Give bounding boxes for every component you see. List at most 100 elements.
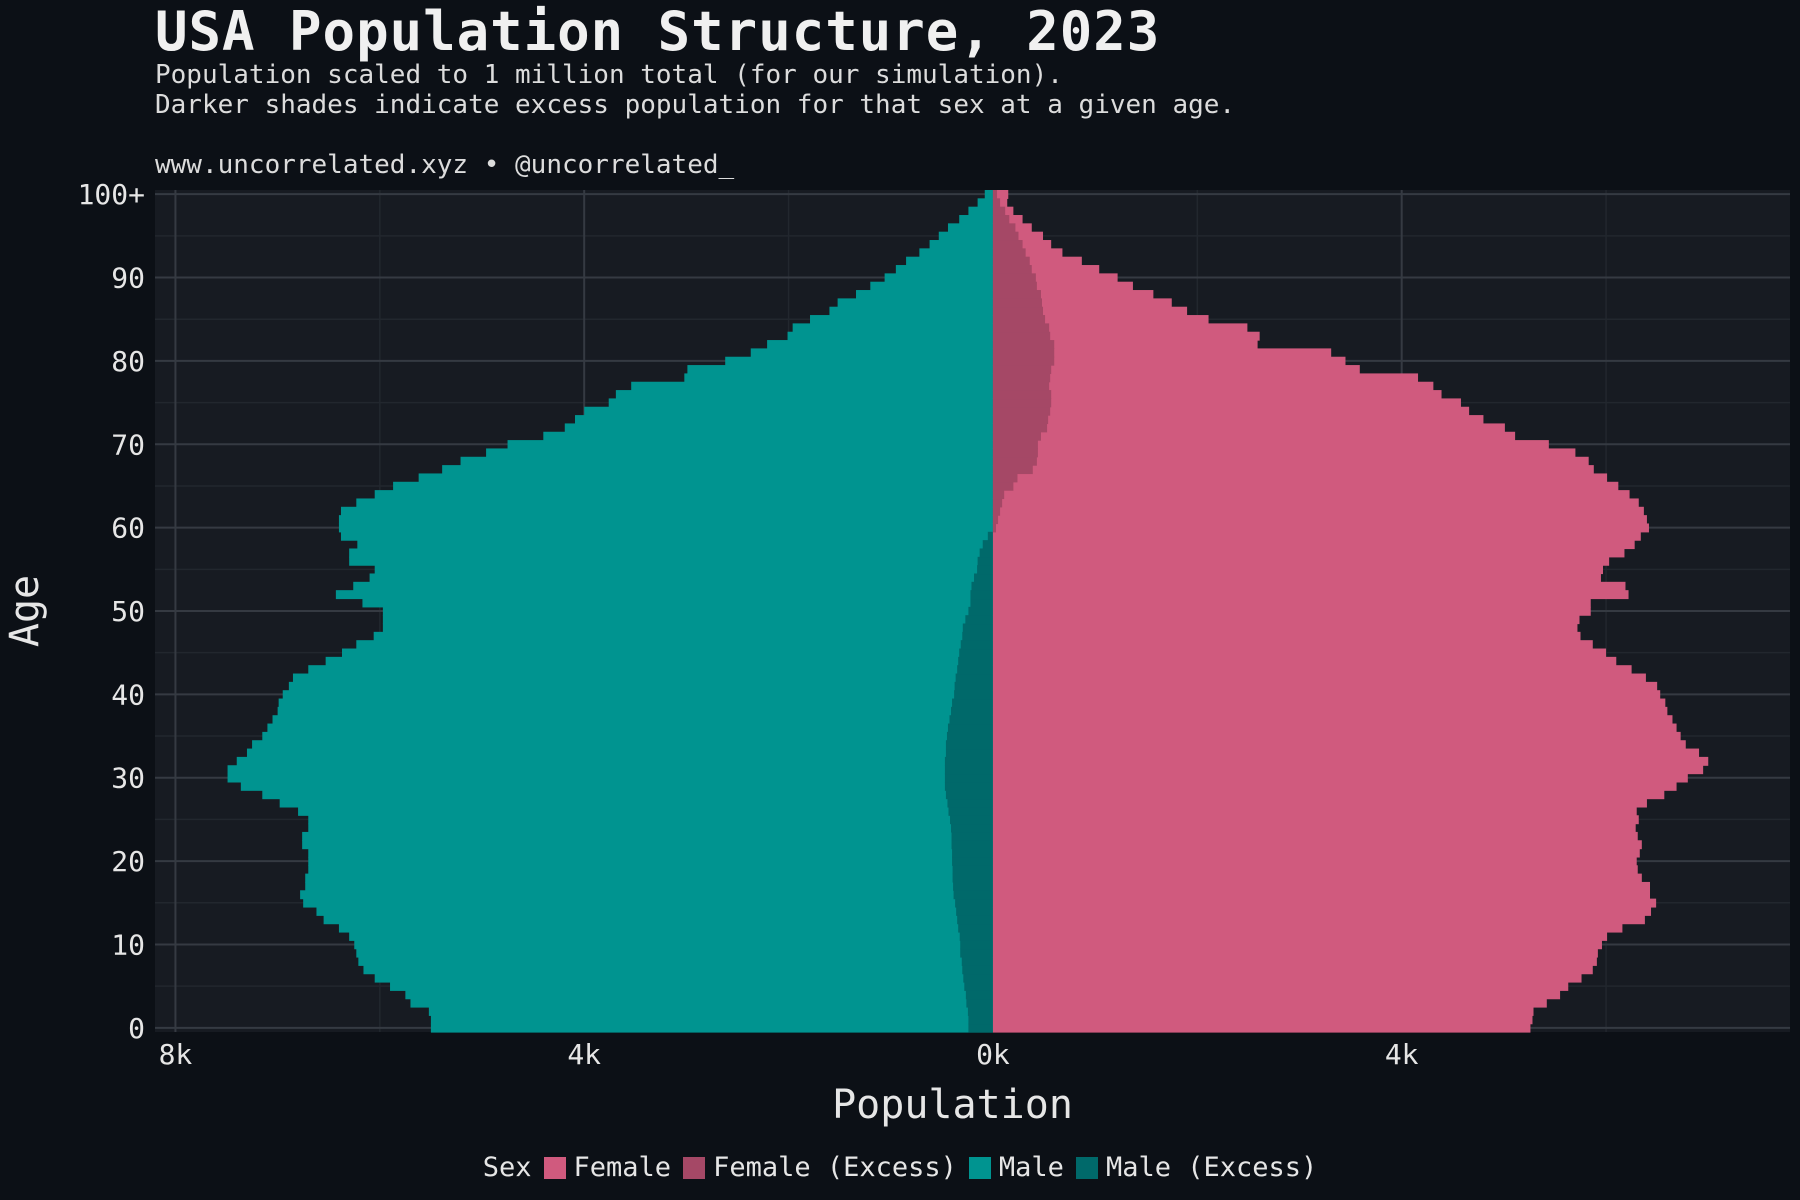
bar-female-excess-age-77 <box>992 381 1050 391</box>
bar-male-age-31 <box>227 765 993 775</box>
bar-male-age-44 <box>325 656 993 666</box>
bar-female-age-14 <box>992 906 1652 916</box>
bar-female-excess-age-80 <box>992 356 1055 366</box>
bar-female-age-54 <box>992 573 1601 583</box>
bar-female-age-88 <box>992 290 1154 299</box>
bar-female-excess-age-84 <box>992 323 1050 333</box>
bar-male-excess-age-8 <box>961 956 993 966</box>
bar-female-excess-age-97 <box>992 215 1010 224</box>
bar-male-excess-age-22 <box>951 840 993 850</box>
bar-female-age-67 <box>992 465 1594 475</box>
bar-female-age-58 <box>992 540 1635 550</box>
bar-female-excess-age-64 <box>992 490 1005 500</box>
bar-male-age-2 <box>428 1006 993 1016</box>
axis-labels: 8k 4k 0k 4k 0 10 20 30 40 50 60 70 80 90 100+ <box>78 178 1419 1071</box>
bar-male-age-73 <box>574 415 993 425</box>
bar-male-age-10 <box>354 940 993 950</box>
legend-title: Sex <box>482 1152 532 1183</box>
bar-male-age-79 <box>687 365 993 375</box>
bar-female-age-72 <box>992 423 1505 433</box>
bar-male-age-42 <box>292 673 993 683</box>
bar-male-age-48 <box>382 623 993 633</box>
chart-subtitle-line2: Darker shades indicate excess population… <box>155 90 1236 120</box>
bar-female-age-41 <box>992 681 1658 691</box>
bar-female-age-33 <box>992 748 1700 758</box>
bar-female-excess-age-91 <box>992 265 1032 274</box>
bar-female-excess-age-69 <box>992 448 1038 458</box>
x-tick-label: 4k <box>567 1038 601 1071</box>
bar-female-age-3 <box>992 998 1547 1008</box>
bar-female-age-18 <box>992 873 1642 883</box>
bar-male-age-1 <box>430 1015 993 1025</box>
bar-female-age-48 <box>992 623 1578 633</box>
bar-female-excess-age-92 <box>992 256 1030 266</box>
bar-male-age-63 <box>356 498 993 508</box>
bar-female-age-76 <box>992 390 1442 400</box>
bar-male-age-72 <box>564 423 993 433</box>
bar-male-age-35 <box>262 731 993 741</box>
bar-male-age-33 <box>246 748 993 758</box>
bar-male-excess-age-50 <box>968 606 993 616</box>
bar-male-age-71 <box>543 431 993 441</box>
bar-female-excess-age-61 <box>992 515 999 525</box>
bar-female-age-84 <box>992 323 1248 333</box>
bar-male-excess-age-43 <box>957 665 993 675</box>
bar-male-age-53 <box>353 581 993 591</box>
bar-female-excess-age-94 <box>992 240 1023 249</box>
bar-male-age-94 <box>929 240 993 249</box>
bar-male-age-92 <box>906 256 993 266</box>
x-tick-label: 4k <box>1385 1038 1419 1071</box>
bar-female-excess-age-79 <box>992 365 1052 375</box>
y-tick-label: 50 <box>111 595 145 628</box>
bar-female-age-100 <box>992 190 1009 199</box>
bar-female-age-69 <box>992 448 1576 458</box>
bar-male-excess-age-52 <box>970 590 993 600</box>
bar-female-excess-age-87 <box>992 298 1042 308</box>
bar-female-age-0 <box>992 1023 1531 1033</box>
bar-female-excess-age-60 <box>992 523 997 533</box>
bar-male-age-8 <box>358 956 993 966</box>
bar-male-excess-age-38 <box>951 706 993 716</box>
bar-female-age-9 <box>992 948 1598 958</box>
bar-male-excess-age-57 <box>979 548 993 558</box>
bar-male-excess-age-58 <box>982 540 993 550</box>
bar-female-age-82 <box>992 340 1258 349</box>
bar-male-age-22 <box>302 840 993 850</box>
bar-male-excess-age-56 <box>977 556 993 566</box>
bar-male-excess-age-13 <box>957 915 993 925</box>
bar-female-age-27 <box>992 798 1647 808</box>
bar-male-excess-age-26 <box>948 806 993 816</box>
bar-male-age-38 <box>277 706 993 716</box>
bar-male-excess-age-21 <box>952 848 993 858</box>
bar-male-age-30 <box>227 773 993 783</box>
bar-male-age-51 <box>362 598 993 608</box>
bar-female-excess-age-75 <box>992 398 1052 408</box>
bar-male-age-70 <box>507 440 993 450</box>
bar-male-age-91 <box>895 265 993 274</box>
bar-female-age-49 <box>992 615 1580 625</box>
bar-male-age-74 <box>584 406 993 416</box>
bar-female-age-30 <box>992 773 1688 783</box>
bar-female-age-70 <box>992 440 1549 450</box>
bar-male-age-87 <box>837 298 993 308</box>
bar-male-age-47 <box>373 631 993 641</box>
bar-male-excess-age-5 <box>964 981 993 991</box>
y-tick-label: 40 <box>111 678 145 711</box>
bar-female-excess-age-72 <box>992 423 1048 433</box>
bar-male-age-25 <box>308 815 993 825</box>
bar-female-age-15 <box>992 898 1657 908</box>
bar-male-age-3 <box>410 998 993 1008</box>
bar-female-age-11 <box>992 931 1608 941</box>
bars-layer <box>227 190 1709 1033</box>
bar-male-age-76 <box>615 390 993 400</box>
bar-female-excess-age-62 <box>992 506 1001 516</box>
bar-male-age-50 <box>382 606 993 616</box>
bar-female-age-16 <box>992 890 1651 900</box>
bar-female-age-73 <box>992 415 1484 425</box>
legend-swatch-male-excess <box>1075 1156 1098 1179</box>
bar-male-excess-age-12 <box>958 923 993 933</box>
y-tick-label: 80 <box>111 345 145 378</box>
bar-male-age-46 <box>356 640 993 650</box>
bar-male-age-77 <box>631 381 993 391</box>
